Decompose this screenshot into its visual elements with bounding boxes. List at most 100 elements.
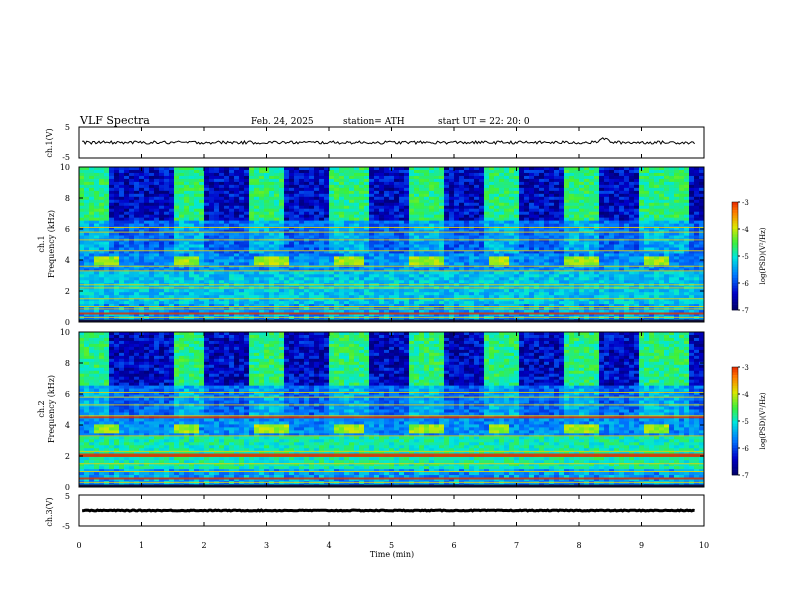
spectrogram-cell [164, 310, 170, 314]
ch1-ytick-bottom: -5 [62, 153, 70, 162]
spectrogram-cell [389, 241, 395, 245]
spectrogram-cell [89, 211, 95, 215]
spectrogram-cell [459, 235, 465, 239]
spectrogram-cell [194, 169, 200, 174]
spectrogram-cell [179, 280, 185, 284]
spectrogram-cell [79, 253, 85, 257]
spectrogram-cell [459, 268, 465, 272]
spectrogram-cell [219, 244, 225, 248]
spectrogram-cell [424, 223, 430, 227]
spectrogram-cell [444, 211, 450, 215]
spectrogram-cell [79, 175, 85, 180]
spectrogram-cell [339, 235, 345, 239]
spectrogram-cell [424, 289, 430, 293]
spectrogram-cell [239, 167, 245, 171]
spectrogram-cell [499, 298, 505, 302]
spectrogram-cell [289, 229, 295, 233]
spectrogram-cell [364, 253, 370, 257]
spectrogram-cell [514, 220, 520, 224]
spectrogram-cell [174, 208, 180, 213]
spectrogram-cell [334, 214, 340, 218]
spectrogram-cell [554, 220, 560, 224]
spectrogram-cell [339, 301, 345, 305]
spectrogram-cell [274, 193, 280, 198]
spectrogram-cell [524, 187, 530, 192]
spectrogram-cell [449, 211, 455, 215]
spectrogram-cell [524, 169, 530, 174]
spectrogram-cell [379, 250, 385, 254]
spectrogram-cell [449, 175, 455, 180]
spectrogram-cell [499, 214, 505, 218]
spectrogram-cell [194, 196, 200, 201]
spectrogram-cell [99, 199, 105, 204]
spectrogram-cell [454, 298, 460, 302]
spectrogram-cell [309, 187, 315, 192]
spectrogram-cell [284, 310, 290, 314]
spectrogram-cell [519, 190, 525, 195]
spectrogram-cell [239, 205, 245, 210]
spectrogram-cell [389, 259, 395, 263]
spectrogram-cell [154, 217, 160, 221]
spectrogram-cell [344, 184, 350, 189]
spectrogram-cell [334, 271, 340, 275]
spectrogram-cell [159, 208, 165, 213]
spectrogram-cell [89, 235, 95, 239]
spectrogram-cell [289, 169, 295, 174]
spectrogram-cell [439, 220, 445, 224]
spectrogram-cell [464, 289, 470, 293]
spectrogram-cell [129, 256, 135, 260]
spectrogram-cell [439, 199, 445, 204]
spectrogram-cell [129, 292, 135, 296]
spectrogram-cell [244, 226, 250, 230]
spectrogram-cell [489, 271, 495, 275]
spectrogram-cell [424, 229, 430, 233]
spectrogram-cell [244, 178, 250, 183]
spectrogram-cell [459, 187, 465, 192]
spectrogram-cell [544, 172, 550, 177]
spectrogram-cell [464, 229, 470, 233]
spectrogram-cell [259, 229, 265, 233]
spectrogram-cell [214, 277, 220, 281]
spectrogram-cell [444, 169, 450, 174]
spectrogram-cell [364, 289, 370, 293]
spectrogram-cell [454, 172, 460, 177]
spectrogram-cell [554, 184, 560, 189]
spectrogram-cell [529, 205, 535, 210]
spectrogram-cell [329, 217, 335, 221]
spectrogram-cell [429, 214, 435, 218]
spectrogram-cell [369, 187, 375, 192]
spectrogram-cell [464, 268, 470, 272]
spectrogram-cell [379, 265, 385, 269]
spectrogram-cell [414, 217, 420, 221]
spectrogram-cell [374, 175, 380, 180]
spectrogram-cell [144, 211, 150, 215]
spectrogram-cell [234, 274, 240, 278]
spectrogram-cell [329, 235, 335, 239]
spectrogram-cell [354, 256, 360, 260]
spectrogram-cell [284, 205, 290, 210]
spectrogram-cell [479, 232, 485, 236]
spectrogram-cell [329, 298, 335, 302]
spectrogram-cell [164, 304, 170, 308]
spectrogram-cell [464, 175, 470, 180]
spectrogram-cell [454, 235, 460, 239]
spectrogram-cell [324, 271, 330, 275]
spectrogram-cell [264, 250, 270, 254]
spectrogram-cell [494, 190, 500, 195]
spectrogram-cell [374, 295, 380, 299]
spectrogram-cell [234, 193, 240, 198]
spectrogram-cell [344, 256, 350, 260]
spectrogram-cell [149, 274, 155, 278]
spectrogram-cell [179, 196, 185, 201]
spectrogram-cell [249, 292, 255, 296]
spectrogram-cell [134, 172, 140, 177]
spectrogram-cell [429, 193, 435, 198]
spectrogram-cell [94, 167, 100, 171]
spectrogram-cell [324, 193, 330, 198]
spectrogram-cell [424, 211, 430, 215]
spectrogram-cell [404, 265, 410, 269]
spectrogram-cell [219, 262, 225, 266]
spectrogram-cell [529, 187, 535, 192]
spectrogram-cell [449, 259, 455, 263]
spectrogram-cell [204, 277, 210, 281]
